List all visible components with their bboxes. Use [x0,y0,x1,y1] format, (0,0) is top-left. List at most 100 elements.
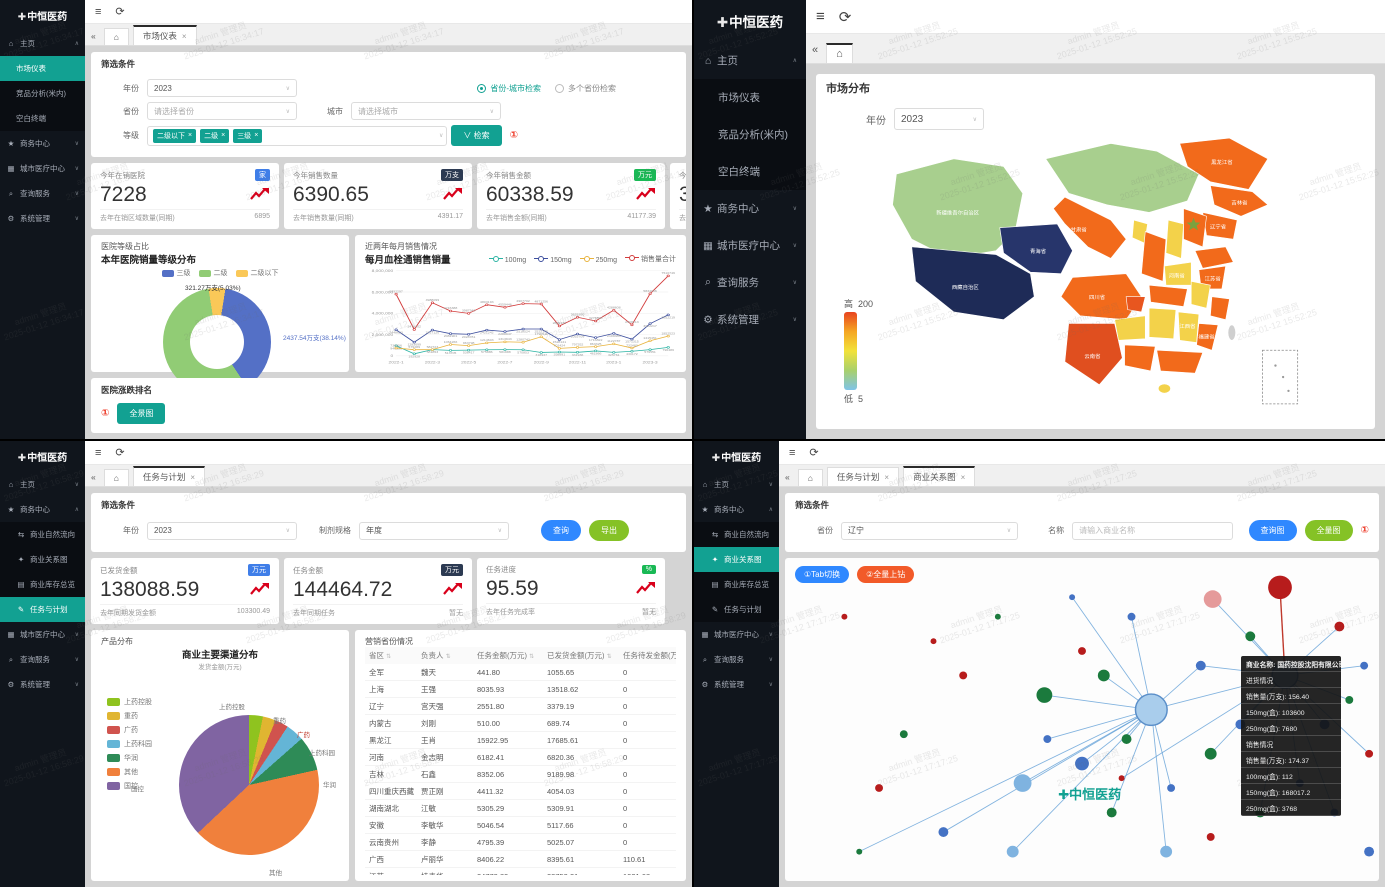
graph-node-green[interactable] [856,848,863,855]
graph-node-red[interactable] [875,784,884,792]
sidebar-subitem[interactable]: 竞品分析(米内) [0,81,85,106]
legend-item[interactable]: 华润 [107,753,152,763]
radio-option[interactable]: 多个省份检索 [555,83,616,94]
graph-node-lightblue[interactable] [1006,845,1019,858]
province-select[interactable]: 辽宁 ∨ [841,521,1019,540]
sidebar-subitem[interactable]: 空白终端 [0,106,85,131]
sidebar-item[interactable]: ▦ 城市医疗中心 ∨ [694,227,806,264]
tab[interactable]: 市场仪表 × [132,25,197,45]
refresh-icon[interactable]: ⟳ [809,447,819,459]
legend-item[interactable]: 150mg [534,255,572,264]
info-icon[interactable]: ① [509,130,519,141]
graph-node-pink[interactable] [1203,590,1222,608]
column-header[interactable]: 负责人 ⇅ [417,647,473,664]
graph-node-blue[interactable] [1364,846,1375,857]
graph-node-blue[interactable] [1167,784,1176,792]
tag-close-icon[interactable]: × [221,132,226,139]
graph-node-blue[interactable] [1360,661,1369,670]
close-icon[interactable]: × [884,472,890,482]
sidebar-item[interactable]: ▦ 城市医疗中心 ∨ [694,622,779,647]
province-hainan[interactable] [1157,383,1171,394]
graph-node-lightblue[interactable] [1013,774,1032,792]
province-gansu[interactable] [1052,196,1127,259]
legend-pill[interactable]: ①Tab切换 [795,566,850,583]
sidebar-item[interactable]: ⚙ 系统管理 ∨ [0,672,85,697]
table-row[interactable]: 四川重庆西藏 贾正刚 4411.32 4054.03 0 [365,782,676,800]
province-jiangsu[interactable] [1198,265,1227,290]
info-icon[interactable]: ① [1360,525,1369,536]
sidebar-item[interactable]: ⚙ 系统管理 ∨ [694,672,779,697]
sidebar-item[interactable]: ⌕ 查询服务 ∨ [0,181,85,206]
year-select[interactable]: 2023 ∨ [147,521,297,540]
sidebar-item[interactable]: ⌕ 查询服务 ∨ [0,647,85,672]
graph-node-green[interactable] [1036,687,1053,703]
graph-node-green[interactable] [899,730,908,739]
sidebar-subitem[interactable]: ✎ 任务与计划 [0,597,85,622]
close-icon[interactable]: × [960,472,966,482]
column-header[interactable]: 任务待发金额(万元) ⇅ [619,647,676,664]
sidebar-subitem[interactable]: 市场仪表 [694,79,806,116]
sidebar-subitem[interactable]: ✦ 商业关系图 [0,547,85,572]
graph-node-red[interactable] [959,671,968,680]
province-select[interactable]: 请选择省份 ∨ [147,102,297,120]
table-row[interactable]: 云南贵州 李静 4795.39 5025.07 0 [365,833,676,851]
sidebar-subitem[interactable]: ⇆ 商业自然流向 [0,522,85,547]
province-chongqing[interactable] [1125,296,1146,313]
sidebar-item[interactable]: ★ 商务中心 ∧ [694,497,779,522]
province-tibet[interactable] [911,246,1035,320]
panorama-button[interactable]: 全景图 [117,403,166,424]
graph-node-red[interactable] [1365,749,1374,758]
refresh-icon[interactable]: ⟳ [115,6,125,18]
legend-item[interactable]: 上药科园 [107,739,152,749]
legend-item[interactable]: 三级 [161,268,191,278]
china-map[interactable]: 新疆维吾尔自治区 西藏自治区 青海省 甘肃省 四川省 云南省 黑龙江省 吉林省 辽宁省 河南省 江苏… [826,132,1365,423]
refresh-icon[interactable]: ⟳ [115,447,125,459]
graph-node-green[interactable] [1345,696,1354,704]
sidebar-subitem[interactable]: 市场仪表 [0,56,85,81]
province-hubei[interactable] [1148,284,1188,307]
table-row[interactable]: 吉林 石鑫 8352.06 9189.98 0 [365,765,676,783]
sidebar-subitem[interactable]: ✎ 任务与计划 [694,597,779,622]
level-multiselect[interactable]: 二级以下 × 二级 × 三级 × [147,125,447,146]
column-header[interactable]: 省区 ⇅ [365,647,417,664]
graph-node-blue[interactable] [1043,735,1052,743]
graph-node-red[interactable] [930,638,937,645]
graph-node-hub[interactable] [1134,693,1168,727]
hamburger-icon[interactable]: ≡ [789,446,796,459]
level-tag[interactable]: 二级以下 × [153,128,197,143]
radio-option[interactable]: 省份-城市检索 [477,83,541,94]
graph-node-red[interactable] [1078,647,1086,655]
sidebar-subitem[interactable]: 竞品分析(米内) [694,116,806,153]
sort-icon[interactable]: ⇅ [529,654,535,660]
graph-node-red[interactable] [1268,575,1292,600]
graph-node-green[interactable] [1204,747,1217,760]
sidebar-item[interactable]: ★ 商务中心 ∧ [0,497,85,522]
table-row[interactable]: 湖南湖北 江敏 5305.29 5309.91 0 [365,799,676,817]
table-row[interactable]: 全军 魏天 441.80 1055.65 0 [365,664,676,681]
sidebar-item[interactable]: ⌕ 查询服务 ∨ [694,647,779,672]
sidebar-item[interactable]: ⌕ 查询服务 ∨ [694,264,806,301]
province-guangxi[interactable] [1124,344,1156,372]
refresh-icon[interactable]: ⟳ [838,8,852,26]
graph-node-blue[interactable] [1127,612,1136,621]
graph-node-blue[interactable] [1195,660,1206,671]
graph-node-lightblue[interactable] [1160,845,1173,858]
sidebar-subitem[interactable]: ✦ 商业关系图 [694,547,779,572]
province-yunnan[interactable] [1064,323,1123,386]
year-select[interactable]: 2023 ∨ [894,108,984,130]
query-button[interactable]: 查询 [541,520,581,541]
graph-node-red[interactable] [841,613,848,620]
legend-item[interactable]: 广药 [107,725,152,735]
graph-node-blue[interactable] [938,827,949,837]
tab[interactable]: 任务与计划 × [132,466,206,486]
column-header[interactable]: 已发货金额(万元) ⇅ [543,647,619,664]
tag-close-icon[interactable]: × [254,132,259,139]
province-guizhou[interactable] [1114,315,1146,341]
province-qinghai[interactable] [999,223,1073,274]
province-anhui[interactable] [1190,280,1211,309]
graph-node-blue[interactable] [1075,756,1089,771]
province-shandong[interactable] [1194,246,1234,269]
column-header[interactable]: 任务金额(万元) ⇅ [473,647,543,664]
collapse-icon[interactable]: « [91,471,96,482]
query-graph-button[interactable]: 查询图 [1248,520,1297,541]
